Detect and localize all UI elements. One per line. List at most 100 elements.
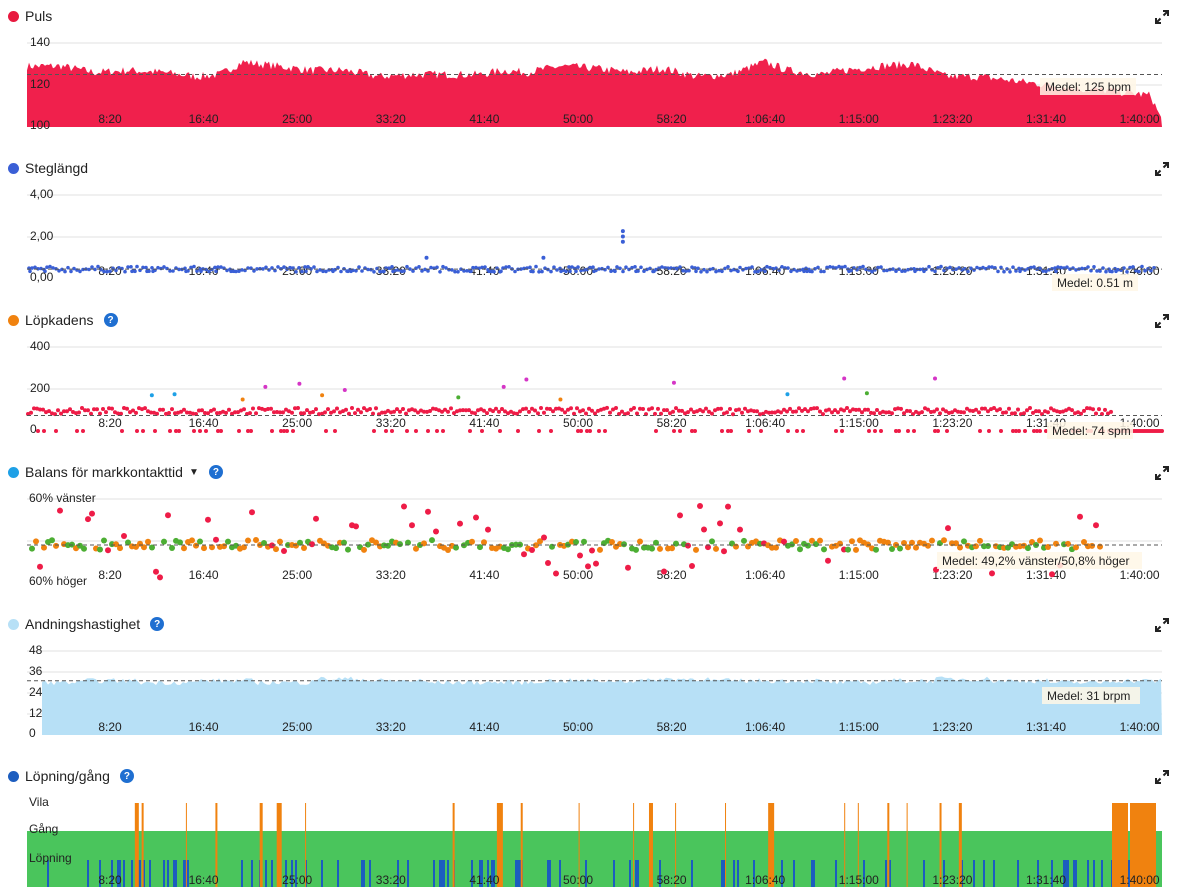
vila-bar bbox=[578, 803, 580, 887]
data-point bbox=[177, 267, 181, 272]
panel-lopning: Löpning/gång ? Vila Gång Löpning 8:20 16:40 2… bbox=[0, 760, 1177, 894]
data-point bbox=[894, 429, 898, 433]
expand-icon[interactable] bbox=[1155, 770, 1169, 784]
expand-icon[interactable] bbox=[1155, 10, 1169, 24]
data-point bbox=[593, 411, 597, 416]
data-point bbox=[37, 563, 43, 570]
data-point bbox=[110, 406, 114, 411]
data-point bbox=[609, 269, 613, 273]
lopning-bar bbox=[443, 860, 445, 887]
x-tick-label: 1:23:20 bbox=[932, 720, 972, 734]
data-point bbox=[209, 408, 213, 413]
data-point bbox=[785, 392, 790, 397]
x-tick-label: 41:40 bbox=[469, 112, 499, 126]
data-point bbox=[524, 377, 529, 382]
data-point bbox=[425, 409, 429, 414]
data-point bbox=[936, 429, 940, 433]
data-point bbox=[1089, 542, 1095, 549]
data-point bbox=[1044, 269, 1048, 274]
data-point bbox=[390, 429, 394, 433]
data-point bbox=[89, 411, 93, 416]
data-point bbox=[576, 265, 580, 269]
lopning-bar bbox=[1101, 860, 1103, 887]
data-point bbox=[780, 265, 784, 269]
data-point bbox=[267, 268, 271, 272]
data-point bbox=[903, 269, 907, 273]
vila-bar bbox=[305, 803, 307, 887]
data-point bbox=[305, 408, 309, 413]
help-icon[interactable]: ? bbox=[208, 465, 223, 479]
x-tick-label: 25:00 bbox=[282, 873, 312, 887]
expand-icon[interactable] bbox=[1155, 162, 1169, 176]
data-point bbox=[428, 409, 432, 413]
expand-icon[interactable] bbox=[1155, 618, 1169, 632]
help-icon[interactable]: ? bbox=[150, 617, 165, 631]
data-point bbox=[890, 411, 894, 416]
help-icon[interactable]: ? bbox=[119, 769, 134, 783]
lopning-bar bbox=[1063, 860, 1065, 887]
data-point bbox=[216, 265, 220, 269]
data-point bbox=[491, 409, 495, 414]
data-point bbox=[817, 537, 823, 544]
lopning-bar bbox=[363, 860, 365, 887]
vila-bar bbox=[141, 803, 144, 887]
expand-icon[interactable] bbox=[1155, 314, 1169, 328]
data-point bbox=[443, 407, 447, 412]
expand-icon[interactable] bbox=[1155, 466, 1169, 480]
lopning-bar bbox=[835, 860, 837, 887]
data-point bbox=[390, 265, 394, 269]
data-point bbox=[497, 409, 501, 414]
data-point bbox=[192, 264, 196, 269]
x-tick-label: 1:15:00 bbox=[839, 112, 879, 126]
data-point bbox=[314, 407, 318, 412]
data-point bbox=[1089, 268, 1093, 273]
y-tick-label: 100 bbox=[30, 118, 50, 132]
data-point bbox=[1013, 411, 1017, 416]
data-point bbox=[867, 429, 871, 433]
caret-down-icon[interactable]: ▼ bbox=[188, 466, 199, 478]
data-point bbox=[779, 410, 783, 415]
vila-bar bbox=[452, 803, 455, 887]
data-point bbox=[1028, 406, 1032, 410]
x-tick-label: 58:20 bbox=[657, 112, 687, 126]
data-point bbox=[405, 429, 409, 433]
data-point bbox=[620, 409, 624, 414]
data-point bbox=[189, 537, 195, 544]
lopning-bar bbox=[637, 860, 639, 887]
data-point bbox=[248, 411, 252, 416]
lopning-bar bbox=[493, 860, 495, 887]
x-tick-label: 1:15:00 bbox=[839, 873, 879, 887]
data-point bbox=[378, 269, 382, 274]
data-point bbox=[219, 429, 223, 433]
data-point bbox=[341, 409, 345, 414]
data-point bbox=[356, 407, 360, 412]
lopning-bar bbox=[131, 860, 133, 887]
data-point bbox=[426, 429, 430, 433]
series-dot bbox=[8, 314, 19, 326]
data-point bbox=[309, 541, 315, 548]
data-point bbox=[534, 264, 538, 269]
data-point bbox=[858, 265, 862, 270]
vila-bar bbox=[906, 803, 908, 887]
y-tick-label: 0 bbox=[29, 726, 36, 740]
data-point bbox=[453, 544, 459, 551]
help-icon[interactable]: ? bbox=[103, 313, 118, 327]
data-point bbox=[763, 269, 767, 274]
data-point bbox=[498, 429, 502, 433]
data-point bbox=[885, 539, 891, 546]
data-point bbox=[249, 509, 255, 516]
data-point bbox=[564, 269, 568, 274]
data-point bbox=[618, 266, 622, 271]
data-point bbox=[866, 407, 870, 412]
data-point bbox=[74, 411, 78, 416]
data-point bbox=[470, 410, 474, 415]
data-point bbox=[957, 544, 963, 551]
x-tick-label: 50:00 bbox=[563, 112, 593, 126]
x-tick-label: 41:40 bbox=[469, 720, 499, 734]
data-point bbox=[802, 269, 806, 274]
data-point bbox=[1073, 544, 1079, 551]
data-point bbox=[840, 429, 844, 433]
data-point bbox=[282, 429, 286, 433]
data-point bbox=[569, 406, 573, 411]
chart-balans: 8:20 16:40 25:00 33:20 41:40 50:00 58:20 1:06:4… bbox=[27, 491, 1162, 588]
